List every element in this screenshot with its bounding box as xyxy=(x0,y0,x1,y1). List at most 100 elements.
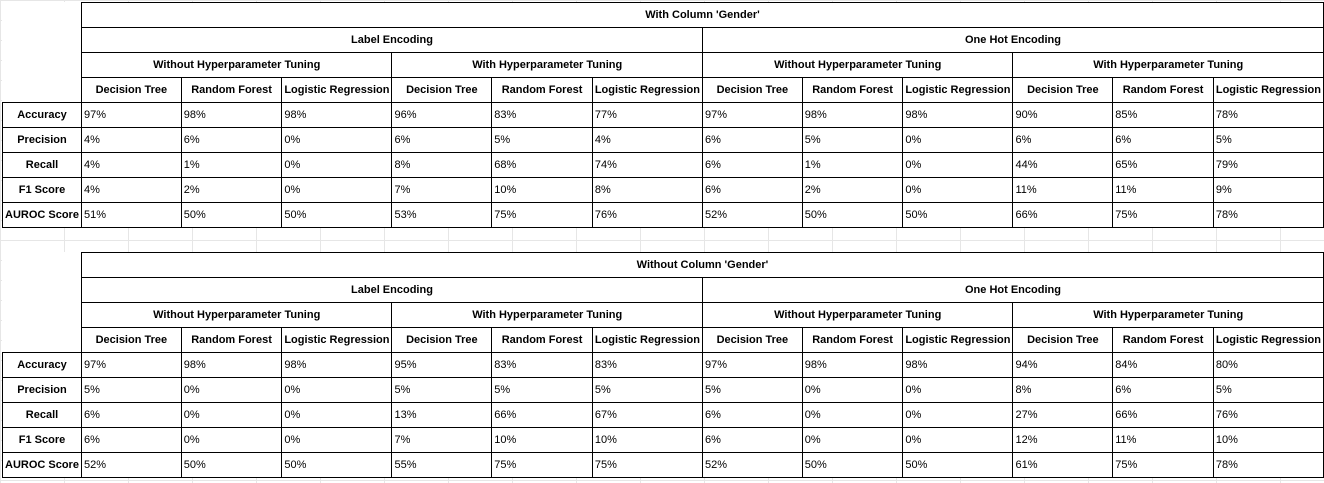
metric-value: 98% xyxy=(281,352,393,378)
model-header: Random Forest xyxy=(180,327,283,353)
metric-value: 6% xyxy=(1112,127,1214,153)
metric-value: 90% xyxy=(1012,102,1114,128)
metric-value: 80% xyxy=(1212,352,1324,378)
metric-value: 7% xyxy=(391,427,493,453)
metric-value: 5% xyxy=(801,127,904,153)
metric-value: 68% xyxy=(491,152,593,178)
corner-cell xyxy=(2,2,82,103)
metric-value: 97% xyxy=(80,102,182,128)
model-header: Logistic Regression xyxy=(281,327,393,353)
metric-value: 83% xyxy=(491,102,593,128)
model-header: Logistic Regression xyxy=(591,77,703,103)
metric-value: 66% xyxy=(491,402,593,428)
model-header: Random Forest xyxy=(801,77,904,103)
tuning-group-header: Without Hyperparameter Tuning xyxy=(701,52,1014,78)
tuning-group-header: Without Hyperparameter Tuning xyxy=(80,302,393,328)
metric-value: 0% xyxy=(281,152,393,178)
encoding-header: Label Encoding xyxy=(80,27,703,53)
metric-value: 85% xyxy=(1112,102,1214,128)
metric-value: 66% xyxy=(1112,402,1214,428)
metric-value: 0% xyxy=(902,177,1014,203)
metric-value: 0% xyxy=(902,402,1014,428)
metric-value: 0% xyxy=(902,152,1014,178)
metric-value: 75% xyxy=(491,452,593,478)
encoding-header: One Hot Encoding xyxy=(701,27,1324,53)
encoding-header: Label Encoding xyxy=(80,277,703,303)
metric-row: Accuracy 97% 98% 98% 95% 83% 83% 97% 98% 98% 94% 84… xyxy=(2,352,1324,378)
model-header: Decision Tree xyxy=(1012,77,1114,103)
metric-value: 50% xyxy=(801,452,904,478)
metric-row: Precision 5% 0% 0% 5% 5% 5% 5% 0% 0% 8% 6% 5% xyxy=(2,377,1324,403)
metric-label: AUROC Score xyxy=(2,452,82,478)
metric-value: 0% xyxy=(281,377,393,403)
metric-value: 10% xyxy=(491,427,593,453)
metric-value: 50% xyxy=(902,202,1014,228)
model-header: Logistic Regression xyxy=(902,327,1014,353)
model-header: Decision Tree xyxy=(701,77,803,103)
metric-value: 50% xyxy=(180,202,283,228)
metric-value: 5% xyxy=(1212,377,1324,403)
metric-value: 6% xyxy=(80,427,182,453)
metric-label: AUROC Score xyxy=(2,202,82,228)
metric-value: 5% xyxy=(491,377,593,403)
metric-value: 8% xyxy=(391,152,493,178)
metric-value: 11% xyxy=(1012,177,1114,203)
metric-value: 5% xyxy=(591,377,703,403)
metric-value: 5% xyxy=(391,377,493,403)
metric-value: 76% xyxy=(1212,402,1324,428)
metric-value: 1% xyxy=(180,152,283,178)
metric-value: 8% xyxy=(1012,377,1114,403)
metric-value: 98% xyxy=(180,102,283,128)
metric-value: 98% xyxy=(902,352,1014,378)
metric-value: 94% xyxy=(1012,352,1114,378)
metric-value: 0% xyxy=(902,427,1014,453)
metric-value: 13% xyxy=(391,402,493,428)
metric-value: 95% xyxy=(391,352,493,378)
metric-value: 98% xyxy=(801,102,904,128)
metric-value: 96% xyxy=(391,102,493,128)
model-header: Decision Tree xyxy=(391,77,493,103)
metric-value: 52% xyxy=(80,452,182,478)
metric-label: Recall xyxy=(2,402,82,428)
metric-value: 4% xyxy=(80,127,182,153)
corner-cell xyxy=(2,252,82,353)
metric-value: 6% xyxy=(701,427,803,453)
metric-value: 10% xyxy=(591,427,703,453)
metric-value: 50% xyxy=(281,452,393,478)
metric-value: 52% xyxy=(701,202,803,228)
metric-value: 84% xyxy=(1112,352,1214,378)
metric-value: 1% xyxy=(801,152,904,178)
metric-value: 0% xyxy=(281,177,393,203)
metric-value: 10% xyxy=(1212,427,1324,453)
tuning-group-header: With Hyperparameter Tuning xyxy=(391,302,703,328)
metric-value: 11% xyxy=(1112,427,1214,453)
metric-value: 4% xyxy=(80,177,182,203)
metric-value: 53% xyxy=(391,202,493,228)
tuning-group-header: With Hyperparameter Tuning xyxy=(1012,52,1324,78)
metric-value: 6% xyxy=(1112,377,1214,403)
metric-row: Precision 4% 6% 0% 6% 5% 4% 6% 5% 0% 6% 6% 5% xyxy=(2,127,1324,153)
metrics-table: Without Column 'Gender' Label Encoding One… xyxy=(2,252,1324,478)
metric-value: 55% xyxy=(391,452,493,478)
metric-label: Accuracy xyxy=(2,352,82,378)
tuning-group-header: With Hyperparameter Tuning xyxy=(1012,302,1324,328)
metric-row: AUROC Score 51% 50% 50% 53% 75% 76% 52% 50% 50% 66… xyxy=(2,202,1324,228)
model-header: Random Forest xyxy=(491,327,593,353)
metric-value: 0% xyxy=(801,427,904,453)
model-header: Random Forest xyxy=(491,77,593,103)
model-header: Random Forest xyxy=(180,77,283,103)
metric-value: 50% xyxy=(281,202,393,228)
metric-value: 51% xyxy=(80,202,182,228)
metric-label: F1 Score xyxy=(2,427,82,453)
model-header: Decision Tree xyxy=(80,327,182,353)
metric-value: 98% xyxy=(902,102,1014,128)
table-title: With Column 'Gender' xyxy=(80,2,1324,28)
metric-value: 6% xyxy=(701,152,803,178)
metrics-table: With Column 'Gender' Label Encoding One Ho… xyxy=(2,2,1324,228)
model-header: Decision Tree xyxy=(391,327,493,353)
metric-value: 97% xyxy=(701,352,803,378)
metric-value: 67% xyxy=(591,402,703,428)
metric-value: 52% xyxy=(701,452,803,478)
metric-value: 61% xyxy=(1012,452,1114,478)
metric-value: 5% xyxy=(491,127,593,153)
